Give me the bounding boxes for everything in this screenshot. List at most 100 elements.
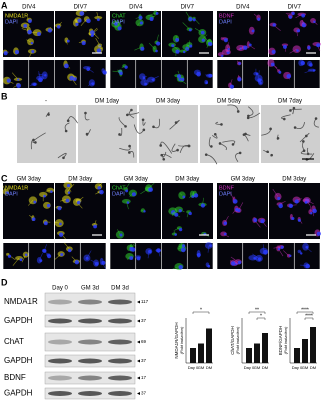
soma [160,153,164,157]
neurite [95,38,100,46]
nucleus [188,17,193,22]
neurite [39,252,43,261]
nucleus [253,218,258,223]
nucleus [201,38,205,42]
neurite [172,266,180,270]
nucleus [76,200,81,205]
x-tick-label: GM [254,365,260,370]
micrograph [110,60,136,88]
blot-label: BDNF [4,373,26,382]
nucleus [251,29,255,33]
soma [141,118,145,122]
column-header: DIV7 [288,5,302,11]
nucleus [232,199,238,204]
soma [64,129,68,133]
nucleus [260,219,265,224]
cell [169,119,180,130]
neurite [252,253,260,259]
nucleus [66,39,70,43]
y-label-sub: (Fold induction) [283,326,288,354]
neurite [148,182,155,189]
soma [128,151,131,154]
nucleus [23,24,28,28]
nucleus [312,208,317,214]
nucleus [96,48,102,53]
sig-label: **** [305,313,313,319]
nucleus [69,75,75,81]
y-label-text: BDNF/GAPDH [278,326,283,356]
nucleus [188,211,192,216]
cell [178,145,190,147]
neurite [174,227,180,231]
soma [213,132,217,136]
soma [293,126,297,129]
nucleus [296,29,301,33]
soma [289,109,292,112]
nucleus [58,232,64,237]
nucleus [37,32,41,37]
bar [246,348,252,363]
cell [118,117,126,127]
nucleus [278,70,282,74]
neurite [279,201,286,205]
cell-body [28,196,38,205]
sig-bracket [192,311,210,314]
nucleus [302,23,306,28]
neurite [38,71,41,79]
lane-label: Day 0 [52,286,68,292]
nucleus [27,19,32,23]
nucleus [176,74,182,79]
band [78,358,102,364]
stain-label: BDNF [219,13,235,19]
nucleus [64,63,69,69]
cell [84,112,90,121]
stain-label: ChAT [112,185,126,191]
bar [254,343,260,363]
soma [124,125,127,128]
nucleus [182,50,186,54]
y-label-sub: (Fold induction) [235,326,240,354]
neurite [229,79,233,86]
nucleus [248,43,252,47]
neurite [26,39,31,43]
nucleus [288,203,294,209]
cell [128,109,140,115]
band [108,391,132,396]
neurite [189,193,195,198]
nucleus [235,207,239,212]
neurite [272,188,279,197]
size-label: 17 [141,375,147,380]
nucleus [124,65,128,69]
nucleus [31,217,36,222]
neurite [262,244,265,252]
soma [128,144,131,148]
nucleus [138,15,143,20]
nucleus [126,201,130,204]
nucleus [156,41,161,46]
nucleus [86,67,91,71]
nucleus [300,252,303,255]
nucleus [312,69,316,72]
bar [294,348,300,363]
neurite [64,242,70,250]
nucleus [200,203,206,208]
soma [269,127,272,131]
neurite [144,78,146,83]
neurite [21,28,30,31]
soma [302,149,306,153]
nucleus [272,23,276,27]
nucleus [144,82,148,86]
y-label: NMDA1R/GAPDH (Fold induction) [174,322,184,358]
nucleus [221,54,224,58]
nucleus [143,210,146,213]
band [108,318,132,324]
column-header: GM 3day [124,177,148,183]
size-arrow [137,359,140,363]
nucleus [294,199,299,204]
nucleus [90,34,94,37]
column-header: GM 3day [231,177,255,183]
soma [276,136,280,140]
nucleus [288,15,293,19]
band [78,339,102,345]
size-arrow [137,340,140,344]
